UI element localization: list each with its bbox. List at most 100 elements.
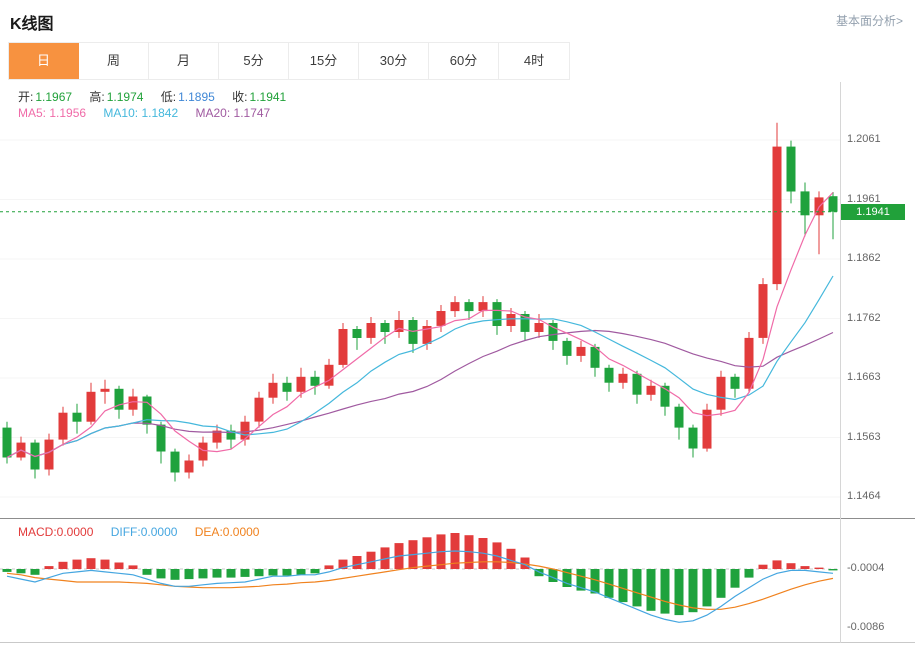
candle-body (674, 406, 684, 428)
candle-body (366, 323, 376, 338)
macd-bar (576, 569, 586, 591)
macd-bar (296, 569, 306, 575)
macd-bar (128, 565, 138, 569)
candle-body (198, 442, 208, 461)
candle-body (142, 396, 152, 425)
candle-body (268, 382, 278, 398)
macd-bar (604, 569, 614, 598)
macd-bar (352, 556, 362, 569)
macd-bar (618, 569, 628, 603)
ma10-label: MA10: (103, 106, 139, 120)
close-value: 1.1941 (249, 90, 287, 104)
diff-line (6, 550, 834, 623)
price-axis-label: 1.1862 (847, 252, 881, 264)
tab-5min[interactable]: 5分 (219, 43, 289, 79)
macd-bar (114, 562, 124, 569)
candle-body (2, 427, 12, 458)
tab-month[interactable]: 月 (149, 43, 219, 79)
candle-body (786, 146, 796, 192)
macd-bar (758, 564, 768, 569)
tab-week[interactable]: 周 (79, 43, 149, 79)
low-value: 1.1895 (178, 90, 215, 104)
candle-body (422, 326, 432, 344)
candle-body (394, 320, 404, 332)
candle-body (282, 382, 292, 392)
candle-body (450, 302, 460, 312)
macd-bar (184, 569, 194, 580)
candle-body (800, 191, 810, 216)
macd-bar (380, 547, 390, 569)
candle-body (436, 311, 446, 326)
high-value: 1.1974 (106, 90, 144, 104)
candle-body (758, 284, 768, 338)
macd-bar (212, 569, 222, 578)
ma5-label: MA5: (18, 106, 47, 120)
macd-bar (16, 569, 26, 574)
candle-body (380, 323, 390, 332)
candle-body (688, 427, 698, 449)
ma5-value: 1.1956 (49, 106, 87, 120)
ma5-line (6, 192, 834, 459)
panel-divider (0, 518, 915, 519)
macd-bar (240, 569, 250, 577)
ma20-value: 1.1747 (233, 106, 271, 120)
candle-body (646, 385, 656, 395)
candle-body (184, 460, 194, 473)
ma-readout: MA5: 1.1956 MA10: 1.1842 MA20: 1.1747 (18, 106, 270, 120)
macd-bar (660, 569, 670, 614)
candle-body (156, 424, 166, 452)
candle-body (44, 439, 54, 470)
candle-body (240, 421, 250, 440)
close-label: 收: (232, 90, 248, 104)
fundamental-analysis-link[interactable]: 基本面分析> (835, 14, 903, 28)
low-label: 低: (160, 90, 177, 104)
candle-body (254, 397, 264, 422)
macd-value: MACD:0.0000 (18, 525, 94, 539)
candle-body (730, 376, 740, 389)
macd-bar (506, 548, 516, 569)
macd-bar (688, 569, 698, 613)
candle-body (660, 385, 670, 407)
candle-body (548, 323, 558, 341)
candle-body (72, 412, 82, 422)
candle-body (114, 388, 124, 410)
candle-body (212, 430, 222, 443)
macd-bar (310, 569, 320, 574)
macd-bar (338, 559, 348, 569)
dea-line (6, 561, 834, 610)
macd-bar (44, 566, 54, 569)
macd-bar (268, 569, 278, 576)
candlestick-plot[interactable] (0, 82, 840, 518)
tab-4hour[interactable]: 4时 (499, 43, 569, 79)
tab-day[interactable]: 日 (9, 43, 79, 79)
macd-bar (744, 569, 754, 578)
price-axis-label: 1.1762 (847, 311, 881, 324)
macd-plot[interactable] (0, 519, 840, 643)
price-axis-label: 1.2061 (847, 133, 881, 145)
price-axis-label: 1.1961 (847, 192, 881, 205)
macd-bar (814, 567, 824, 569)
tab-30min[interactable]: 30分 (359, 43, 429, 79)
open-value: 1.1967 (35, 90, 73, 104)
ma10-value: 1.1842 (141, 106, 179, 120)
candle-body (324, 364, 334, 386)
macd-bar (2, 569, 12, 572)
macd-bar (632, 569, 642, 607)
candle-body (506, 314, 516, 326)
candle-body (702, 409, 712, 449)
macd-bar (534, 569, 544, 577)
macd-bar (282, 569, 292, 576)
candle-body (226, 430, 236, 440)
tab-15min[interactable]: 15分 (289, 43, 359, 79)
widget-header: K线图 基本面分析> (0, 0, 915, 42)
candle-body (618, 373, 628, 383)
macd-bar (828, 569, 838, 571)
macd-bar (156, 569, 166, 579)
candle-body (58, 412, 68, 440)
macd-bar (142, 569, 152, 575)
tab-60min[interactable]: 60分 (429, 43, 499, 79)
candle-body (170, 451, 180, 473)
price-axis: 1.1941 1.2061 1.1961 1.1862 1.1762 1.1663 1.1… (840, 82, 915, 643)
macd-bar (366, 551, 376, 569)
